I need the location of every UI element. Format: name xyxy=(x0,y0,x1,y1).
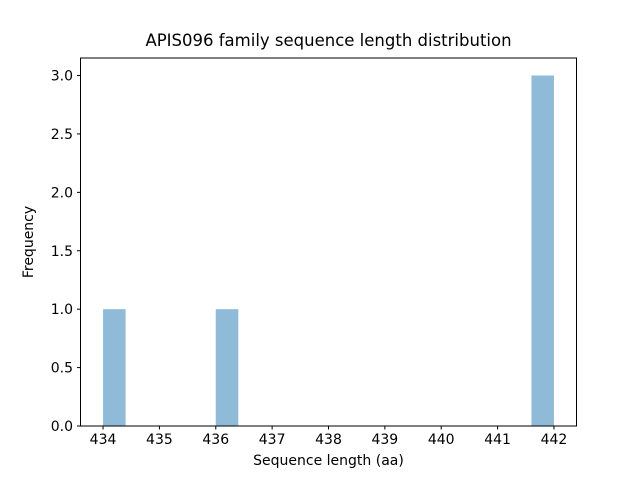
y-axis-label: Frequency xyxy=(21,205,37,279)
y-tick-label: 0.5 xyxy=(51,361,73,377)
x-tick-label: 441 xyxy=(484,432,511,448)
y-axis-ticks: 0.0 0.5 1.0 1.5 2.0 2.5 3.0 xyxy=(51,69,81,435)
histogram-bar xyxy=(103,309,126,426)
y-tick-label: 3.0 xyxy=(51,69,73,85)
x-tick-label: 435 xyxy=(146,432,173,448)
x-tick-label: 439 xyxy=(371,432,398,448)
chart-title: APIS096 family sequence length distribut… xyxy=(145,31,512,50)
histogram-bar xyxy=(215,309,239,426)
y-tick-label: 1.5 xyxy=(51,244,73,260)
x-tick-label: 438 xyxy=(315,432,342,448)
x-axis-ticks: 434 435 436 437 438 439 440 441 442 xyxy=(90,426,568,448)
x-tick-label: 442 xyxy=(541,432,568,448)
plot-border xyxy=(80,57,577,427)
histogram-bar xyxy=(531,75,554,427)
x-tick-label: 440 xyxy=(428,432,455,448)
x-axis-label: Sequence length (aa) xyxy=(253,453,404,469)
y-tick-label: 2.0 xyxy=(51,185,73,201)
x-tick-label: 436 xyxy=(202,432,229,448)
histogram-bars xyxy=(103,75,554,427)
y-tick-label: 2.5 xyxy=(51,127,73,143)
x-tick-label: 437 xyxy=(259,432,286,448)
y-tick-label: 1.0 xyxy=(51,302,73,318)
x-tick-label: 434 xyxy=(90,432,117,448)
y-tick-label: 0.0 xyxy=(51,419,73,435)
